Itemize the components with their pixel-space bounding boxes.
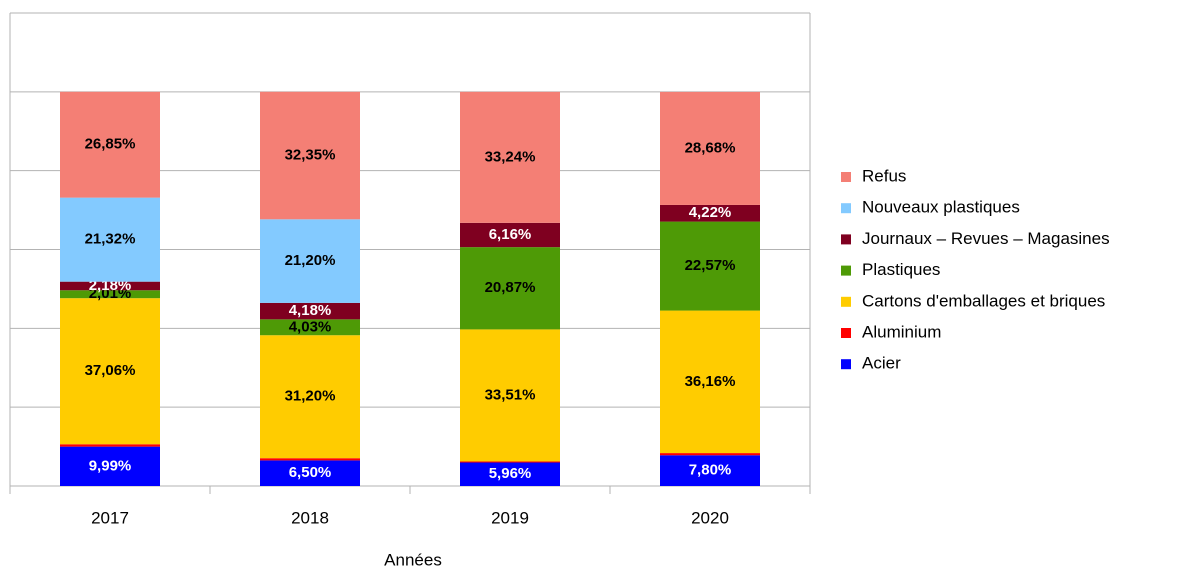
bar-segment xyxy=(260,458,360,461)
bar-segment xyxy=(460,222,560,248)
bar-segment xyxy=(660,221,760,311)
data-label: 33,24% xyxy=(485,148,536,165)
legend-swatch xyxy=(841,359,851,370)
bar-segment xyxy=(260,335,360,459)
legend-label: Plastiques xyxy=(862,260,940,279)
data-label: 33,51% xyxy=(485,386,536,403)
legend-label: Refus xyxy=(862,166,906,185)
legend-swatch xyxy=(841,296,851,307)
legend-label: Aluminium xyxy=(862,322,941,341)
data-label: 21,20% xyxy=(285,252,336,269)
legend-label: Journaux – Revues – Magasines xyxy=(862,229,1110,248)
bar-segment xyxy=(460,461,560,463)
data-label: 7,80% xyxy=(689,462,732,479)
data-label: 4,18% xyxy=(289,302,332,319)
data-label: 5,96% xyxy=(489,465,532,482)
data-label: 31,20% xyxy=(285,388,336,405)
bar-segment xyxy=(260,219,360,303)
bar-segment xyxy=(260,460,360,486)
bar-segment xyxy=(460,247,560,330)
bar-segment xyxy=(60,446,160,486)
legend-label: Acier xyxy=(862,354,901,373)
x-tick-label: 2018 xyxy=(291,508,329,527)
legend-swatch xyxy=(841,234,851,245)
data-label: 4,22% xyxy=(689,204,732,221)
bar-segment xyxy=(260,319,360,336)
bar-segment xyxy=(460,462,560,486)
bar-segment xyxy=(660,453,760,456)
data-label: 6,50% xyxy=(289,464,332,481)
bar-segment xyxy=(60,197,160,282)
data-label: 32,35% xyxy=(285,147,336,164)
data-label: 6,16% xyxy=(489,226,532,243)
legend-swatch xyxy=(841,203,851,214)
x-axis-label: Années xyxy=(384,550,442,569)
legend-swatch xyxy=(841,265,851,276)
bar-segment xyxy=(60,281,160,291)
data-label: 22,57% xyxy=(685,257,736,274)
bar-segment xyxy=(60,298,160,445)
x-tick-label: 2017 xyxy=(91,508,129,527)
bar-segment xyxy=(260,302,360,320)
x-tick-label: 2020 xyxy=(691,508,729,527)
bar-segment xyxy=(660,455,760,486)
bar-segment xyxy=(660,204,760,222)
data-label: 28,68% xyxy=(685,139,736,156)
bar-segment xyxy=(660,91,760,205)
data-label: 9,99% xyxy=(89,457,132,474)
bar-segment xyxy=(60,444,160,447)
legend-label: Nouveaux plastiques xyxy=(862,198,1020,217)
data-label: 26,85% xyxy=(85,136,136,153)
bar-segment xyxy=(460,91,560,223)
bar-segment xyxy=(60,91,160,198)
data-label: 37,06% xyxy=(85,362,136,379)
bar-segment xyxy=(260,91,360,220)
x-tick-label: 2019 xyxy=(491,508,529,527)
bar-segment xyxy=(460,329,560,462)
bar-segment xyxy=(60,290,160,299)
data-label: 36,16% xyxy=(685,373,736,390)
bar-segment xyxy=(660,310,760,454)
data-label: 20,87% xyxy=(485,279,536,296)
data-label: 21,32% xyxy=(85,231,136,248)
legend-swatch xyxy=(841,328,851,338)
legend-label: Cartons d'emballages et briques xyxy=(862,291,1105,310)
data-label: 4,03% xyxy=(289,318,332,335)
legend-swatch xyxy=(841,172,851,182)
